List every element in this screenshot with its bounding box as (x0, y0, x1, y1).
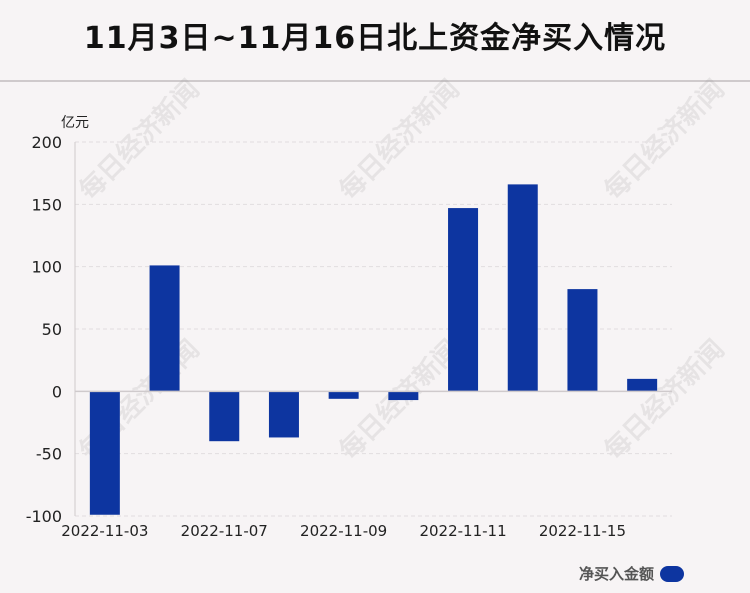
legend-label: 净买入金额 (578, 565, 654, 583)
y-tick-label: 200 (31, 133, 62, 152)
legend-swatch (660, 565, 684, 582)
bar (149, 265, 180, 392)
y-tick-label: -100 (26, 507, 62, 526)
bar (627, 378, 658, 392)
chart-title: 11月3日~11月16日北上资金净买入情况 (83, 21, 667, 56)
bar (89, 391, 120, 515)
legend[interactable]: 净买入金额 (579, 563, 684, 584)
y-tick-label: 150 (31, 195, 62, 214)
y-tick-label: 0 (52, 382, 62, 401)
x-tick-label: 2022-11-09 (300, 522, 387, 540)
y-tick-label: -50 (36, 445, 62, 464)
y-axis-unit-label: 亿元 (61, 115, 89, 131)
y-tick-label: 100 (31, 258, 62, 277)
x-tick-label: 2022-11-15 (539, 522, 626, 540)
bar (448, 208, 479, 392)
y-tick-label: 50 (42, 320, 62, 339)
x-tick-label: 2022-11-07 (181, 522, 268, 540)
bar (507, 184, 538, 392)
bar (388, 391, 419, 401)
bar (268, 391, 299, 438)
bar (209, 391, 240, 442)
title-divider (0, 80, 750, 82)
x-tick-label: 2022-11-11 (419, 522, 506, 540)
bar (328, 391, 359, 399)
x-tick-label: 2022-11-03 (61, 522, 148, 540)
bar (567, 289, 598, 392)
